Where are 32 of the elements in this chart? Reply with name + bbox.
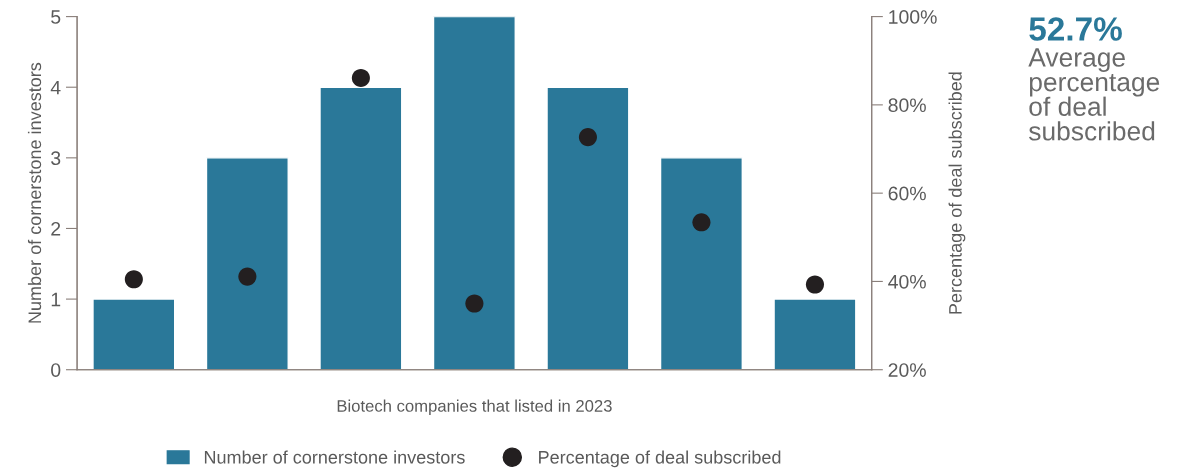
y-tick-label: 1 [51, 292, 61, 307]
bar [92, 298, 176, 370]
y-axis-title: Number of cornerstone investors [27, 62, 42, 323]
y-tick-label: 0 [51, 363, 61, 377]
bar [205, 157, 289, 370]
text: Average percentage of deal subscribed [1028, 48, 1160, 141]
legend-label: Percentage of deal subscribed [539, 450, 781, 468]
point [692, 213, 711, 232]
bar [432, 16, 516, 370]
point [805, 275, 825, 294]
y2-tick-label: 60% [888, 186, 926, 201]
bar [319, 86, 403, 370]
y2-tick-label: 100% [889, 10, 937, 24]
y2-tick-label: 20% [888, 363, 926, 377]
text: 52.7% [1029, 17, 1122, 41]
y-tick-label: 2 [51, 221, 61, 236]
y2-tick-label: 80% [888, 98, 926, 113]
y-tick-label: 5 [51, 10, 61, 24]
x-axis-title: Biotech companies that listed in 2023 [337, 399, 612, 416]
y2-axis-title: Percentage of deal subscribed [948, 72, 966, 314]
point [238, 267, 257, 286]
legend-label: Number of cornerstone investors [204, 450, 465, 464]
y-tick-label: 3 [51, 151, 61, 166]
point [124, 270, 143, 289]
point [578, 128, 597, 147]
y-tick-label: 4 [50, 80, 61, 95]
y2-tick-label: 40% [888, 274, 926, 289]
bar [546, 86, 630, 370]
point [465, 294, 484, 313]
point [351, 68, 370, 87]
bar [659, 157, 743, 370]
bar [773, 298, 857, 370]
